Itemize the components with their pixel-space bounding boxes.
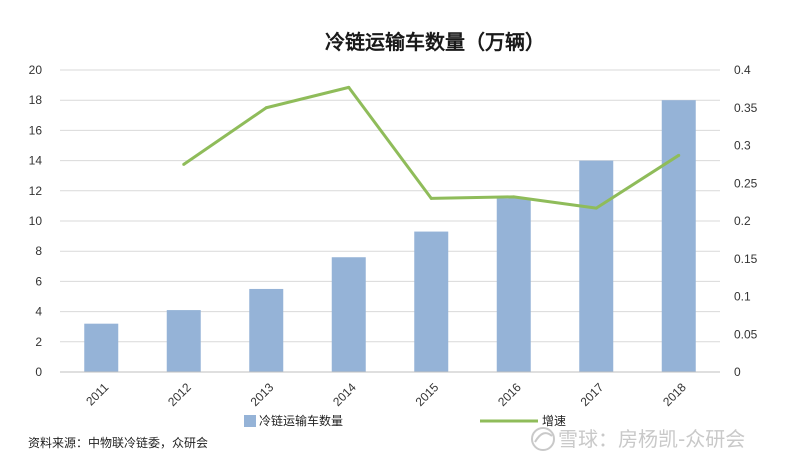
legend: 冷链运输车数量 增速 — [244, 413, 566, 428]
growth-point-2018 — [677, 153, 681, 157]
legend-swatch-bar — [244, 415, 256, 427]
growth-line — [182, 85, 681, 210]
growth-point-2012 — [182, 162, 186, 166]
y-right-tick-label: 0.2 — [734, 214, 751, 228]
source-note: 资料来源：中物联冷链委，众研会 — [28, 435, 208, 450]
y-right-tick-label: 0.25 — [734, 176, 758, 190]
bar-2011 — [84, 323, 119, 372]
x-tick-label: 2011 — [83, 380, 111, 408]
bar-2012 — [166, 310, 201, 372]
legend-label-bar: 冷链运输车数量 — [259, 413, 343, 428]
bar-2013 — [249, 288, 284, 372]
watermark: 雪球：房杨凯-众研会 — [531, 427, 745, 451]
growth-point-2013 — [264, 106, 268, 110]
y-right-tick-label: 0.35 — [734, 101, 758, 115]
y-left-tick-label: 16 — [29, 123, 43, 137]
y-left-tick-label: 0 — [35, 365, 42, 379]
y-left-tick-label: 4 — [35, 305, 42, 319]
right-axis-ticks: 0 0.05 0.1 0.15 0.2 0.25 0.3 0.35 0.4 — [734, 63, 758, 379]
y-right-tick-label: 0.05 — [734, 327, 758, 341]
x-tick-label: 2014 — [330, 380, 359, 409]
growth-point-2017 — [594, 206, 598, 210]
growth-point-2014 — [347, 85, 351, 89]
y-left-tick-label: 8 — [35, 244, 42, 258]
y-left-tick-label: 20 — [29, 63, 43, 77]
y-left-tick-label: 14 — [29, 154, 43, 168]
x-tick-label: 2018 — [660, 380, 689, 409]
watermark-text: 雪球：房杨凯-众研会 — [558, 427, 745, 451]
legend-label-line: 增速 — [542, 414, 566, 428]
left-axis-ticks: 0 2 4 6 8 10 12 14 16 18 20 — [29, 63, 43, 379]
y-right-tick-label: 0.1 — [734, 290, 751, 304]
y-left-tick-label: 12 — [29, 184, 43, 198]
growth-point-2015 — [429, 196, 433, 200]
y-right-tick-label: 0 — [734, 365, 741, 379]
y-right-tick-label: 0.15 — [734, 252, 758, 266]
bar-2018 — [661, 100, 696, 372]
snowball-logo-icon — [531, 427, 555, 451]
x-tick-label: 2015 — [413, 380, 442, 409]
y-left-tick-label: 18 — [29, 93, 43, 107]
y-left-tick-label: 10 — [29, 214, 43, 228]
bars — [84, 100, 696, 372]
y-right-tick-label: 0.3 — [734, 139, 751, 153]
y-right-tick-label: 0.4 — [734, 63, 751, 77]
y-left-tick-label: 2 — [35, 335, 42, 349]
bar-2016 — [496, 198, 531, 372]
x-axis-ticks: 2011 2012 2013 2014 2015 2016 2017 2018 — [83, 380, 689, 409]
gridlines — [60, 69, 720, 343]
x-tick-label: 2017 — [578, 380, 607, 409]
chart-title: 冷链运输车数量（万辆） — [325, 30, 545, 54]
bar-2014 — [331, 257, 366, 372]
bar-2015 — [414, 231, 449, 372]
y-left-tick-label: 6 — [35, 274, 42, 288]
x-tick-label: 2012 — [165, 380, 194, 409]
growth-point-2016 — [512, 195, 516, 199]
bar-2017 — [579, 160, 614, 372]
x-tick-label: 2013 — [248, 380, 277, 409]
x-tick-label: 2016 — [495, 380, 524, 409]
